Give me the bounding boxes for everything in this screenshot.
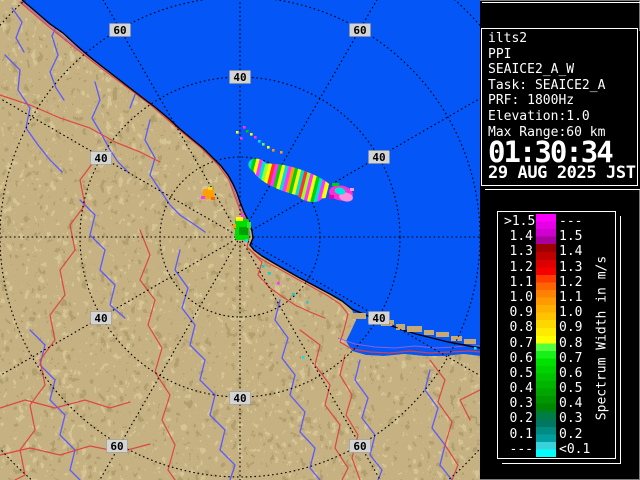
legend-right-label: 0.7 [559, 350, 583, 366]
legend-color-cell [536, 244, 556, 260]
ring-labels: 40 40 40 40 40 40 60 60 60 60 [90, 23, 390, 453]
legend-left-label: 0.3 [509, 396, 533, 412]
date-readout: 29 AUG 2025 JST [488, 163, 636, 184]
legend-left-label: 1.0 [509, 289, 533, 305]
ring-label: 40 [372, 312, 385, 325]
legend-right-label: 1.4 [559, 244, 583, 260]
legend-left-label: 0.7 [509, 335, 533, 351]
info-line: Elevation:1.0 [488, 108, 590, 124]
legend-right-label: 1.0 [559, 305, 583, 321]
sidebar-top-line [482, 2, 640, 3]
legend-color-cell [536, 441, 556, 457]
ring-label: 60 [110, 440, 123, 453]
radar-echo-specks [236, 126, 283, 154]
radar-info-panel: ilts2 PPI SEAICE2_A_W Task: SEAICE2_A PRF: 1… [481, 28, 638, 186]
legend-right-label: 0.9 [559, 320, 583, 336]
radar-echo-right-lobe [329, 183, 354, 202]
legend-color-cell [536, 426, 556, 442]
legend-color-cell [536, 381, 556, 397]
legend-left-label: >1.5 [504, 214, 536, 229]
rivers [4, 0, 453, 480]
clock-readout: 01:30:34 [488, 135, 614, 170]
legend-right-label: 0.2 [559, 426, 583, 442]
legend-color-cell [536, 396, 556, 412]
legend-right-label: 1.5 [559, 229, 583, 245]
coastline [21, 0, 481, 349]
ring-label: 60 [353, 24, 366, 37]
ring-label: 40 [233, 392, 246, 405]
legend-right-label: 0.5 [559, 381, 583, 397]
ring-label: 60 [353, 440, 366, 453]
legend-grid: >1.5 --- 1.4 1.5 1.3 1.4 1.2 1.3 1.1 1.2 1.0 1.1 0.9… [504, 214, 594, 457]
legend-color-cell [536, 335, 556, 351]
legend-left-label: 0.9 [509, 305, 533, 321]
legend-left-label: --- [509, 441, 533, 457]
legend-left-label: 1.1 [509, 274, 533, 290]
legend-right-label: 0.8 [559, 335, 583, 351]
legend-color-cell [536, 274, 556, 290]
spectrum-width-legend: >1.5 --- 1.4 1.5 1.3 1.4 1.2 1.3 1.1 1.2 1.0 1.1 0.9… [497, 211, 616, 459]
legend-color-cell [536, 350, 556, 366]
ring-label: 40 [233, 71, 246, 84]
ring-label: 60 [113, 24, 126, 37]
legend-color-cell [536, 229, 556, 245]
info-lines: ilts2 PPI SEAICE2_A_W Task: SEAICE2_A PRF: 1… [488, 31, 637, 140]
legend-right-label: <0.1 [559, 441, 591, 457]
ring-label: 40 [372, 151, 385, 164]
legend-title: Spectrum Width in m/s [594, 255, 610, 421]
info-line: SEAICE2_A_W [488, 62, 575, 78]
legend-right-label: 1.3 [559, 259, 583, 275]
ppi-map-canvas: 40 40 40 40 40 40 60 60 60 60 [0, 0, 481, 480]
ring-label: 40 [94, 312, 107, 325]
info-line: ilts2 [488, 31, 528, 46]
legend-right-label: 1.1 [559, 289, 583, 305]
ppi-map-area: 40 40 40 40 40 40 60 60 60 60 [0, 0, 481, 480]
legend-color-cell [536, 320, 556, 336]
legend-color-cell [536, 365, 556, 382]
info-line: Max Range:60 km [488, 124, 606, 140]
legend-left-label: 0.8 [509, 320, 533, 336]
roads [0, 1, 481, 480]
legend-color-cell [536, 289, 556, 306]
legend-color-cell [536, 305, 556, 321]
legend-left-label: 0.4 [509, 381, 533, 397]
legend-left-label: 0.5 [509, 365, 533, 381]
radar-echo-port-patch [201, 187, 215, 200]
info-line: PRF: 1800Hz [488, 93, 575, 109]
info-line: Task: SEAICE2_A [488, 77, 606, 93]
legend-left-label: 0.1 [509, 426, 533, 442]
radar-echo-coast-specks [262, 265, 477, 359]
legend-left-label: 1.4 [509, 229, 533, 245]
legend-left-label: 1.3 [509, 244, 533, 260]
legend-color-cell [536, 214, 556, 230]
radar-echo-center-clutter [233, 214, 251, 242]
legend-right-label: 0.4 [559, 396, 583, 412]
legend-right-label: 1.2 [559, 274, 583, 290]
legend-left-label: 0.2 [509, 411, 533, 427]
legend-right-label: 0.3 [559, 411, 583, 427]
ring-label: 40 [94, 152, 107, 165]
legend-right-label: --- [559, 214, 583, 229]
legend-left-label: 0.6 [509, 350, 533, 366]
legend-color-cell [536, 259, 556, 275]
legend-color-cell [536, 411, 556, 427]
legend-right-label: 0.6 [559, 365, 583, 381]
legend-left-label: 1.2 [509, 259, 533, 275]
info-line: PPI [488, 46, 512, 62]
